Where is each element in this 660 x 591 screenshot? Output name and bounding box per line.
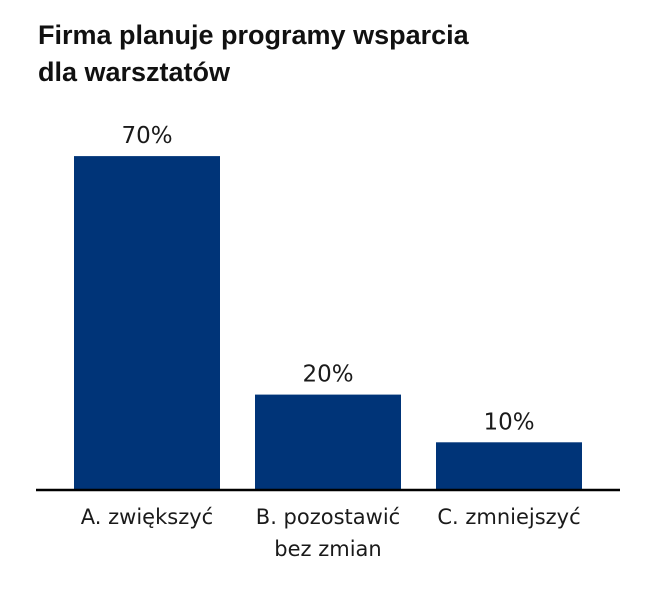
category-label-0: A. zwiększyć <box>81 505 213 529</box>
category-label-2: C. zmniejszyć <box>437 505 580 529</box>
category-label-1-line-2: bez zmian <box>274 537 381 561</box>
category-label-1-line-1: B. pozostawić <box>256 505 400 529</box>
chart-title-line-1: Firma planuje programy wsparcia <box>38 20 470 50</box>
value-label-2: 10% <box>483 409 534 435</box>
chart-title-line-2: dla warsztatów <box>38 57 231 87</box>
value-labels-group: 70% 20% 10% <box>121 123 534 435</box>
bar-2 <box>436 442 582 490</box>
bar-1 <box>255 394 401 490</box>
bars-group <box>74 156 582 490</box>
category-labels-group: A. zwiększyć B. pozostawić bez zmian C. zmn… <box>81 505 581 561</box>
value-label-0: 70% <box>121 123 172 149</box>
value-label-1: 20% <box>302 362 353 388</box>
bar-0 <box>74 156 220 490</box>
